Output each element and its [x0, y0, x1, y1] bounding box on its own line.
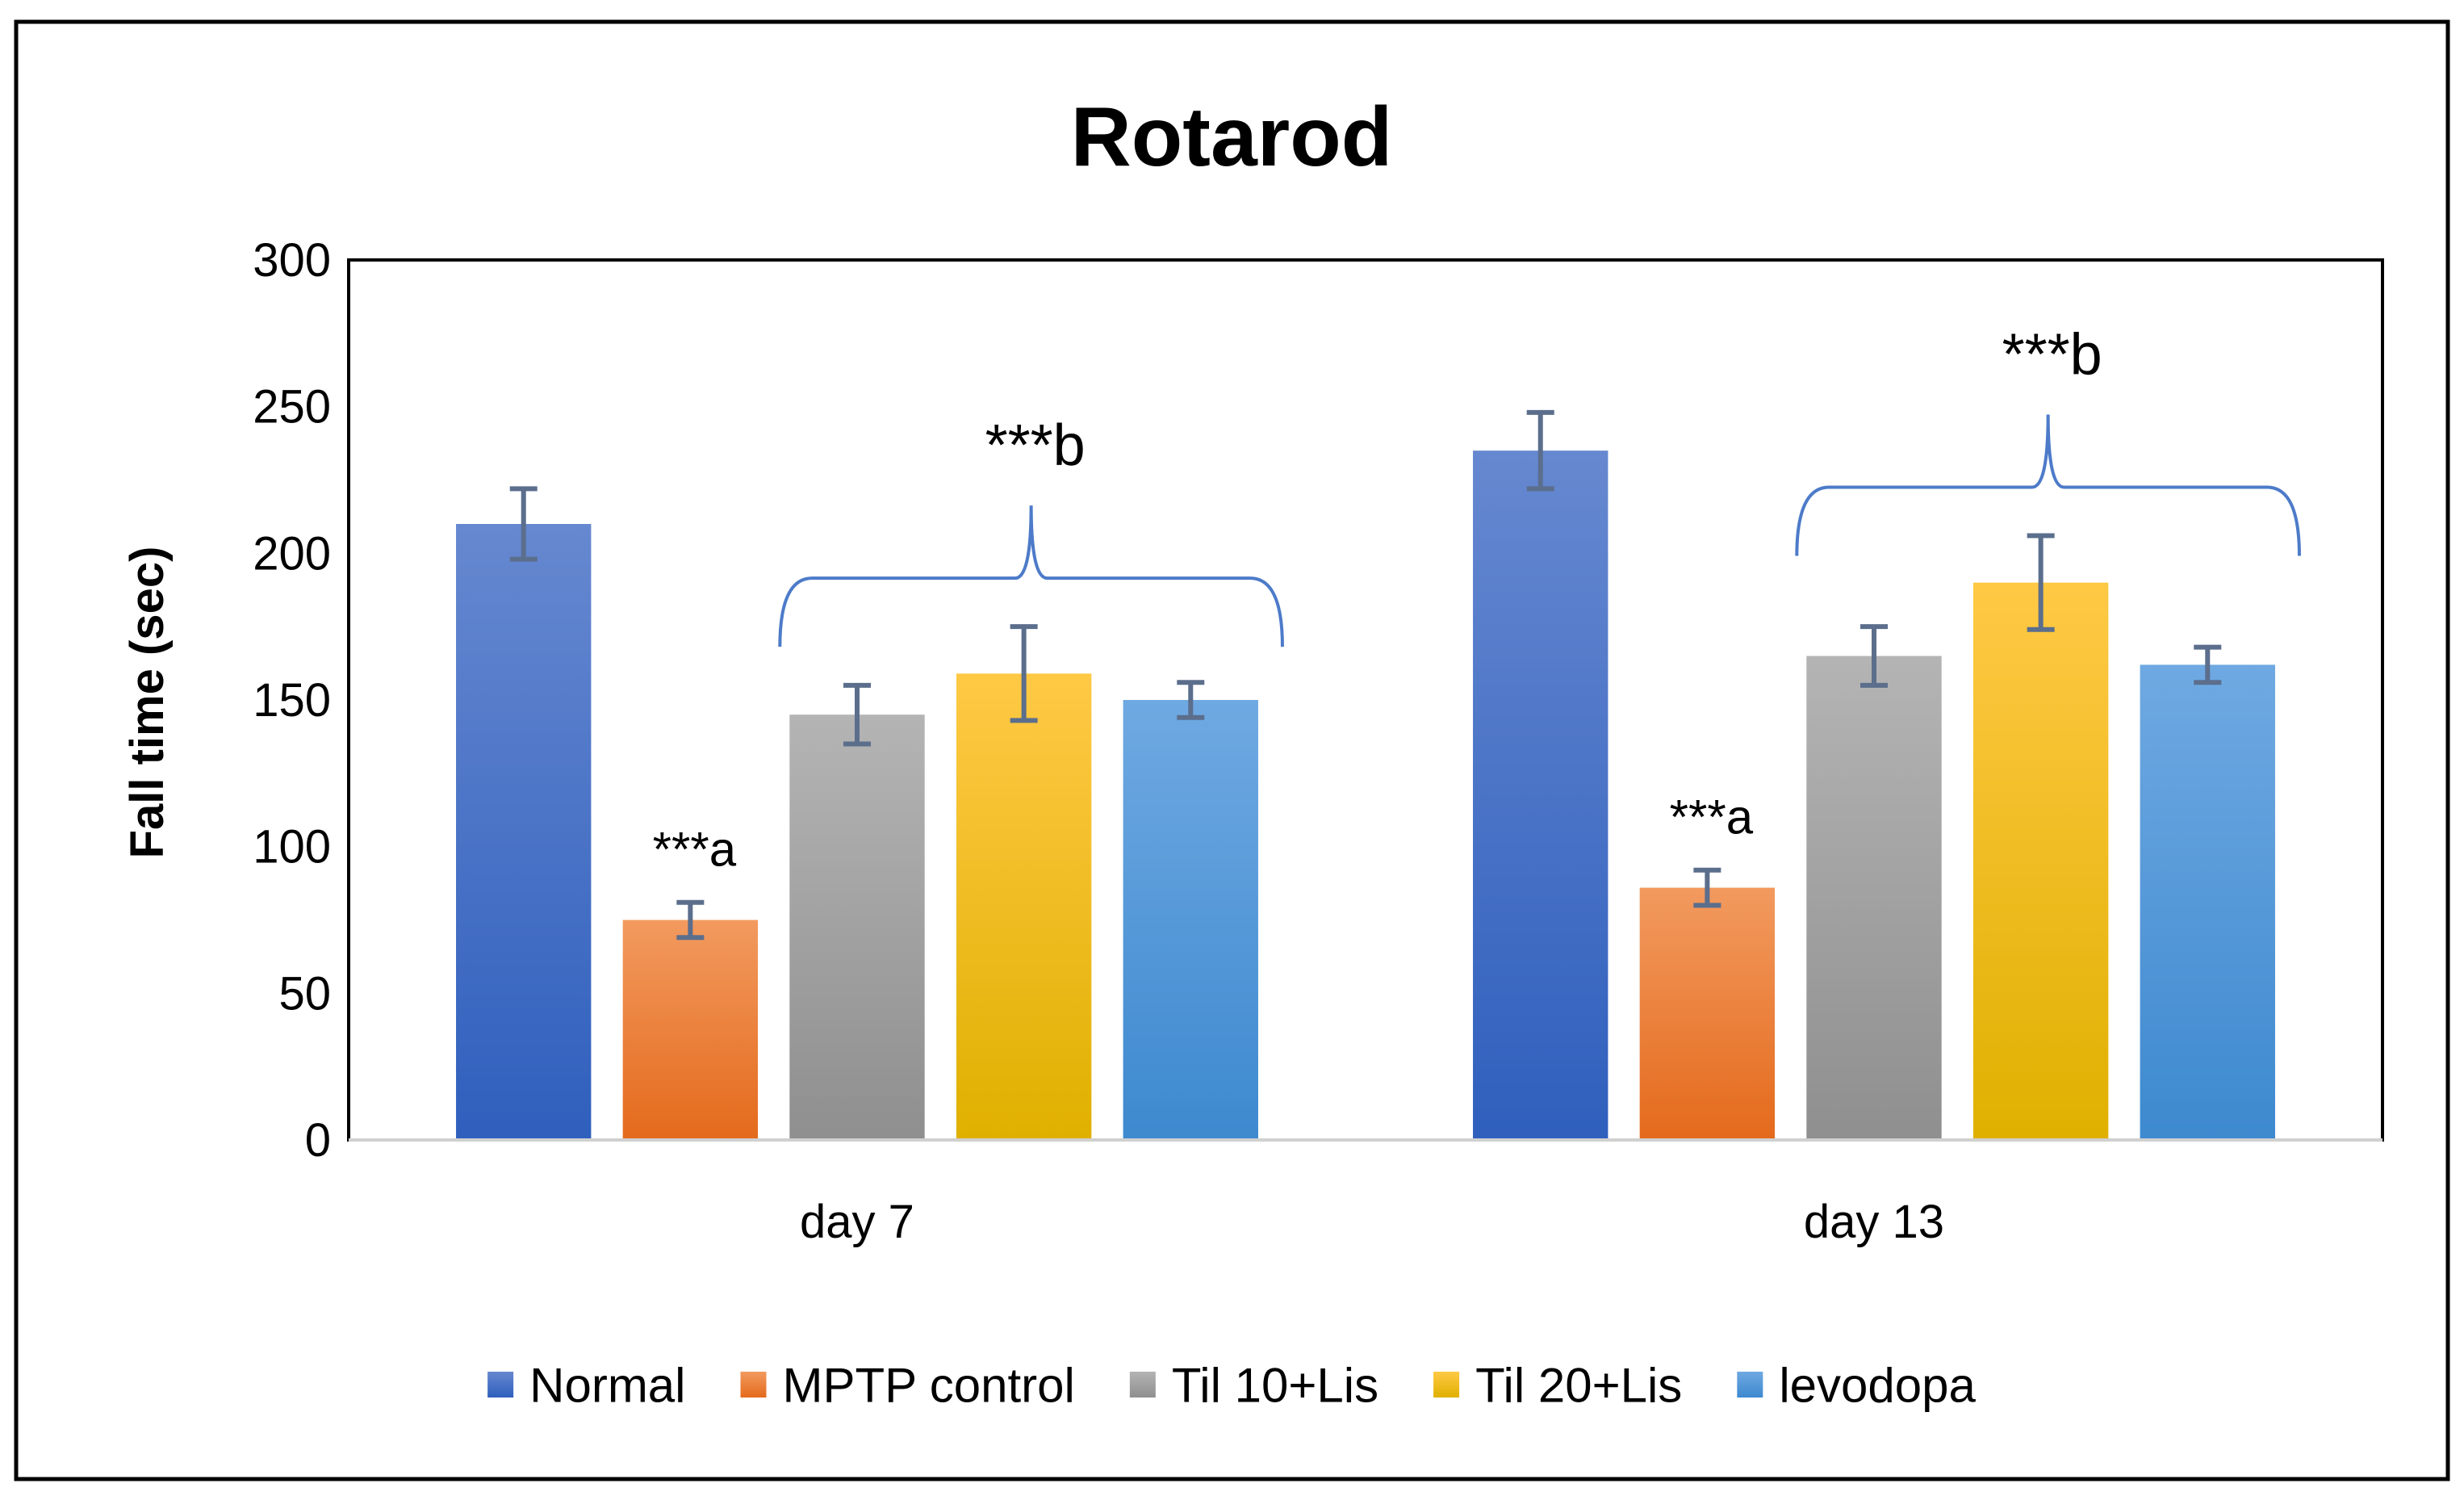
error-bar-levodopa-day-13: [2194, 644, 2222, 685]
bars-group: [456, 450, 2275, 1140]
error-bar-mptp-control-day-13: [1693, 867, 1721, 908]
legend-swatch: [1737, 1372, 1763, 1398]
legend: Normal MPTP control Til 10+Lis Til 20+Lis le…: [487, 1359, 1976, 1413]
legend-item-til-20-lis: Til 20+Lis: [1433, 1359, 1682, 1413]
x-category-label: day 13: [1804, 1196, 1944, 1248]
error-bar-til-10-lis-day-7: [843, 682, 871, 747]
legend-item-levodopa: levodopa: [1737, 1359, 1976, 1413]
legend-item-mptp-control: MPTP control: [740, 1359, 1075, 1413]
significance-annotation: ***b: [2002, 323, 2102, 388]
error-bar-til-20-lis-day-7: [1010, 624, 1038, 723]
legend-label: Normal: [529, 1359, 685, 1413]
x-axis-category-labels: day 7 day 13: [800, 1196, 1944, 1248]
error-bar-mptp-control-day-7: [676, 899, 705, 941]
y-tick-label: 50: [278, 967, 331, 1020]
bar-levodopa-day-7: [1123, 700, 1258, 1140]
y-tick-label: 100: [253, 821, 331, 874]
legend-label: MPTP control: [783, 1359, 1075, 1413]
y-tick-label: 250: [253, 381, 331, 434]
error-bar-normal-day-13: [1526, 409, 1554, 492]
bar-mptp-control-day-7: [622, 920, 759, 1140]
error-bar-til-20-lis-day-13: [2027, 533, 2055, 632]
significance-annotation: ***a: [653, 823, 737, 877]
bar-normal-day-7: [456, 524, 592, 1140]
bar-til-20-lis-day-13: [1972, 582, 2109, 1140]
legend-item-normal: Normal: [487, 1359, 686, 1413]
legend-swatch: [1433, 1372, 1460, 1398]
legend-label: Til 10+Lis: [1172, 1359, 1378, 1413]
bar-mptp-control-day-13: [1639, 887, 1776, 1140]
y-tick-label: 200: [253, 527, 331, 580]
significance-annotation: ***a: [1670, 790, 1754, 844]
bar-til-20-lis-day-7: [956, 673, 1092, 1140]
error-bar-normal-day-7: [509, 486, 538, 562]
error-bar-levodopa-day-7: [1177, 680, 1205, 720]
error-bar-til-10-lis-day-13: [1860, 624, 1888, 688]
x-category-label: day 7: [800, 1196, 914, 1248]
annotations-group: ***a ***a ***b ***b: [653, 323, 2102, 877]
y-axis-label: Fall time (sec): [121, 547, 174, 859]
legend-item-til-10-lis: Til 10+Lis: [1129, 1359, 1378, 1413]
y-tick-label: 0: [305, 1114, 331, 1167]
bar-normal-day-13: [1473, 450, 1609, 1140]
legend-label: Til 20+Lis: [1475, 1359, 1682, 1413]
legend-label: levodopa: [1779, 1359, 1976, 1413]
error-bars-group: [509, 409, 2222, 941]
bar-til-10-lis-day-7: [789, 714, 925, 1140]
y-axis-ticks: 0 50 100 150 200 250 300: [253, 234, 331, 1167]
significance-annotation: ***b: [985, 413, 1086, 478]
bar-til-10-lis-day-13: [1806, 656, 1942, 1140]
legend-swatch: [740, 1372, 767, 1398]
chart-title: Rotarod: [1071, 90, 1393, 184]
y-tick-label: 300: [253, 234, 331, 287]
legend-swatch: [1129, 1372, 1156, 1398]
y-tick-label: 150: [253, 674, 331, 727]
bar-levodopa-day-13: [2140, 664, 2275, 1140]
bracket-day-7: [778, 505, 1284, 647]
legend-swatch: [487, 1372, 514, 1398]
